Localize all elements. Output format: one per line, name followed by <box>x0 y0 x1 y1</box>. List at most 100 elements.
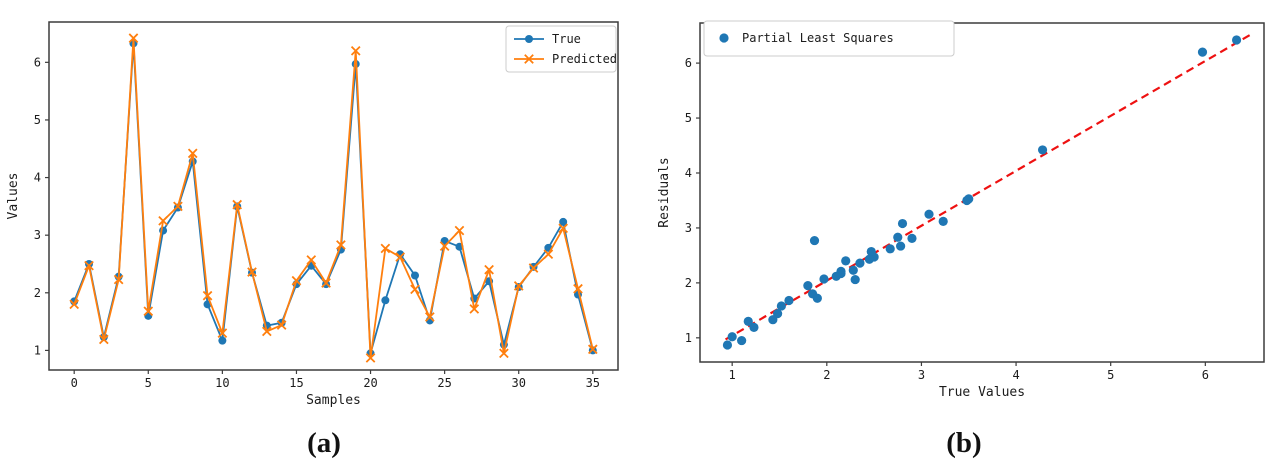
y-tick-label: 5 <box>685 111 692 125</box>
y-tick-label: 4 <box>34 171 41 185</box>
plot-border <box>48 21 619 371</box>
predicted-series-marker <box>291 275 302 286</box>
predicted-series-marker <box>187 148 198 159</box>
x-tick-label: 6 <box>1202 368 1209 382</box>
true-series-marker <box>559 217 568 226</box>
predicted-series-marker <box>469 304 480 314</box>
predicted-series-marker <box>439 241 450 251</box>
x-tick-label: 10 <box>215 376 229 390</box>
predicted-series-marker <box>98 334 109 345</box>
scatter-point <box>907 233 917 243</box>
fit-line <box>724 33 1252 341</box>
scatter-point <box>864 254 874 264</box>
scatter-point <box>737 335 747 346</box>
chart-b-pls-scatter: 1 2 3 4 5 6 1 2 3 4 5 6 True Values Residuals Partial … <box>657 20 1265 400</box>
scatter-point <box>841 256 851 266</box>
predicted-series-marker <box>321 278 331 288</box>
scatter-point <box>831 271 841 281</box>
x-tick-label: 5 <box>1107 368 1114 382</box>
x-axis-label: Samples <box>306 393 361 408</box>
scatter-point <box>1231 35 1242 45</box>
scatter-point <box>866 246 876 257</box>
predicted-series-marker <box>202 290 213 301</box>
y-tick-label: 3 <box>685 221 692 235</box>
predicted-series-marker <box>143 306 154 317</box>
scatter-point <box>855 258 865 268</box>
x-tick-label: 2 <box>823 368 830 382</box>
legend-a-box <box>505 25 617 73</box>
predicted-series-marker <box>128 33 139 43</box>
y-axis-label: Residuals <box>657 157 672 227</box>
scatter-point <box>885 244 895 254</box>
scatter-point <box>1037 145 1048 155</box>
scatter-point <box>848 265 858 275</box>
predicted-series-marker <box>454 225 465 236</box>
scatter-point <box>896 241 906 251</box>
caption-a: (a) <box>307 427 341 459</box>
predicted-series-marker <box>380 243 391 254</box>
scatter-point <box>749 322 759 332</box>
predicted-series-marker <box>513 281 524 291</box>
legend-sample-marker <box>524 54 534 64</box>
true-series-marker <box>85 259 94 268</box>
predicted-series-marker <box>499 348 509 359</box>
true-series-marker <box>381 296 390 305</box>
predicted-series-marker <box>173 201 183 212</box>
predicted-series-marker <box>232 199 243 210</box>
predicted-series-marker <box>573 283 583 294</box>
predicted-series-line <box>73 37 594 359</box>
predicted-series-marker <box>558 223 569 234</box>
scatter-point <box>727 332 737 342</box>
predicted-series-marker <box>365 353 376 363</box>
legend-b-box <box>703 20 955 57</box>
x-tick-label: 35 <box>586 376 600 390</box>
x-axis-label: True Values <box>939 385 1025 400</box>
caption-b: (b) <box>946 427 982 459</box>
scatter-point <box>772 309 783 319</box>
legend-label: Partial Least Squares <box>742 31 894 45</box>
legend-label: True <box>552 32 581 46</box>
y-tick-label: 2 <box>34 286 41 300</box>
scatter-point <box>819 274 829 284</box>
y-tick-label: 6 <box>685 56 692 70</box>
predicted-series-marker <box>247 267 257 277</box>
predicted-series-marker <box>306 255 317 265</box>
predicted-series-marker <box>410 284 420 295</box>
predicted-series-marker <box>84 260 94 271</box>
x-tick-label: 25 <box>437 376 451 390</box>
predicted-series-marker <box>158 215 168 226</box>
predicted-series-marker <box>395 252 406 262</box>
y-tick-label: 2 <box>685 276 692 290</box>
predicted-series-marker <box>587 344 598 355</box>
predicted-series-marker <box>113 274 124 285</box>
legend-sample-marker <box>719 33 729 43</box>
y-tick-label: 3 <box>34 228 41 242</box>
y-axis-label: Values <box>6 173 21 220</box>
x-tick-label: 4 <box>1012 368 1019 382</box>
predicted-series-marker <box>261 326 272 337</box>
true-series-line <box>73 42 594 355</box>
predicted-series-marker <box>276 320 287 330</box>
scatter-point <box>897 218 908 229</box>
predicted-series-marker <box>217 328 228 338</box>
plot-border <box>699 22 1265 363</box>
y-tick-label: 4 <box>685 166 692 180</box>
scatter-point <box>722 340 733 350</box>
scatter-point <box>812 293 822 303</box>
scatter-point <box>784 295 794 306</box>
scatter-point <box>893 232 903 242</box>
x-tick-label: 20 <box>363 376 377 390</box>
x-tick-label: 5 <box>145 376 152 390</box>
predicted-series-marker <box>424 312 435 322</box>
scatter-point <box>850 274 860 285</box>
chart-a-true-vs-predicted-lines: 0 5 10 15 20 25 30 35 1 2 3 4 5 6 Samples Values True Pre… <box>6 21 619 408</box>
predicted-series-marker <box>543 249 554 260</box>
x-tick-label: 30 <box>511 376 525 390</box>
true-series-marker <box>410 271 419 280</box>
predicted-series-marker <box>350 45 361 56</box>
y-tick-label: 5 <box>34 113 41 127</box>
x-tick-label: 1 <box>729 368 736 382</box>
true-series-marker <box>218 336 227 345</box>
legend-sample-marker <box>525 35 533 43</box>
